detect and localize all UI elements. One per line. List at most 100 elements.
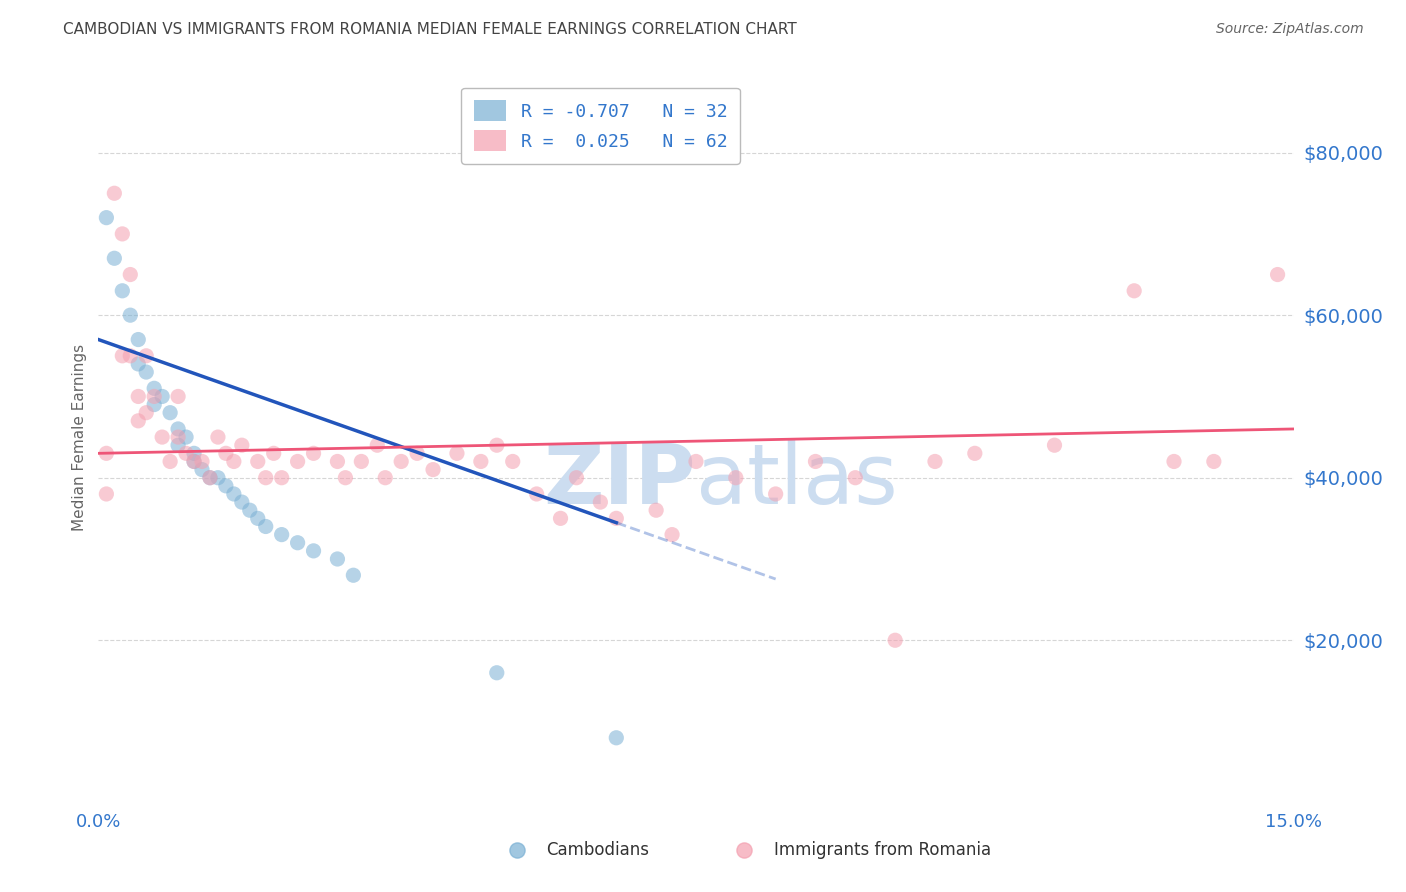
Point	[111, 349, 134, 363]
Point	[661, 527, 683, 541]
Point	[231, 438, 253, 452]
Text: ZIP: ZIP	[544, 441, 696, 522]
Point	[231, 495, 253, 509]
Point	[215, 446, 238, 460]
Point	[406, 446, 429, 460]
Point	[605, 731, 627, 745]
Point	[111, 227, 134, 241]
Point	[239, 503, 262, 517]
Point	[96, 211, 118, 225]
Point	[844, 471, 866, 485]
Point	[485, 438, 508, 452]
Point	[605, 511, 627, 525]
Point	[167, 430, 190, 444]
Point	[502, 454, 524, 468]
Point	[1163, 454, 1185, 468]
Point	[127, 357, 149, 371]
Point	[724, 471, 747, 485]
Point	[111, 284, 134, 298]
Point	[127, 333, 149, 347]
Point	[924, 454, 946, 468]
Point	[174, 430, 197, 444]
Point	[135, 349, 157, 363]
Point	[374, 471, 396, 485]
Point	[135, 406, 157, 420]
Point	[103, 252, 125, 266]
Point	[96, 446, 118, 460]
Point	[270, 471, 292, 485]
Point	[302, 446, 325, 460]
Point	[207, 471, 229, 485]
Point	[1267, 268, 1289, 282]
Point	[167, 389, 190, 403]
Point	[470, 454, 492, 468]
Point	[246, 454, 269, 468]
Point	[183, 446, 205, 460]
Point	[174, 446, 197, 460]
Point	[366, 438, 388, 452]
Text: atlas: atlas	[696, 441, 897, 522]
Point	[222, 454, 245, 468]
Point	[120, 349, 142, 363]
Point	[127, 389, 149, 403]
Point	[526, 487, 548, 501]
Point	[1043, 438, 1066, 452]
Text: Immigrants from Romania: Immigrants from Romania	[773, 841, 991, 859]
Point	[143, 381, 166, 395]
Point	[222, 487, 245, 501]
Point	[120, 268, 142, 282]
Point	[159, 454, 181, 468]
Point	[150, 389, 173, 403]
Point	[135, 365, 157, 379]
Point	[191, 454, 214, 468]
Point	[685, 454, 707, 468]
Point	[96, 487, 118, 501]
Point	[127, 414, 149, 428]
Legend: R = -0.707   N = 32, R =  0.025   N = 62: R = -0.707 N = 32, R = 0.025 N = 62	[461, 87, 740, 164]
Point	[446, 446, 468, 460]
Text: CAMBODIAN VS IMMIGRANTS FROM ROMANIA MEDIAN FEMALE EARNINGS CORRELATION CHART: CAMBODIAN VS IMMIGRANTS FROM ROMANIA MED…	[63, 22, 797, 37]
Point	[150, 430, 173, 444]
Point	[167, 438, 190, 452]
Point	[246, 511, 269, 525]
Point	[270, 527, 292, 541]
Point	[350, 454, 373, 468]
Point	[183, 454, 205, 468]
Point	[645, 503, 668, 517]
Point	[335, 471, 357, 485]
Point	[389, 454, 412, 468]
Point	[884, 633, 907, 648]
Point	[120, 308, 142, 322]
Point	[1123, 284, 1146, 298]
Point	[804, 454, 827, 468]
Point	[254, 471, 277, 485]
Point	[159, 406, 181, 420]
Point	[215, 479, 238, 493]
Point	[198, 471, 221, 485]
Point	[589, 495, 612, 509]
Point	[1202, 454, 1225, 468]
Point	[287, 454, 309, 468]
Point	[143, 398, 166, 412]
Point	[287, 535, 309, 549]
Point	[765, 487, 787, 501]
Point	[183, 454, 205, 468]
Text: Source: ZipAtlas.com: Source: ZipAtlas.com	[1216, 22, 1364, 37]
Point	[263, 446, 285, 460]
Point	[550, 511, 572, 525]
Point	[254, 519, 277, 533]
Point	[191, 462, 214, 476]
Point	[198, 471, 221, 485]
Point	[326, 552, 349, 566]
Point	[565, 471, 588, 485]
Point	[342, 568, 364, 582]
Point	[302, 544, 325, 558]
Point	[103, 186, 125, 201]
Point	[963, 446, 986, 460]
Point	[143, 389, 166, 403]
Point	[422, 462, 444, 476]
Text: Cambodians: Cambodians	[547, 841, 650, 859]
Point	[485, 665, 508, 680]
Point	[167, 422, 190, 436]
Point	[326, 454, 349, 468]
